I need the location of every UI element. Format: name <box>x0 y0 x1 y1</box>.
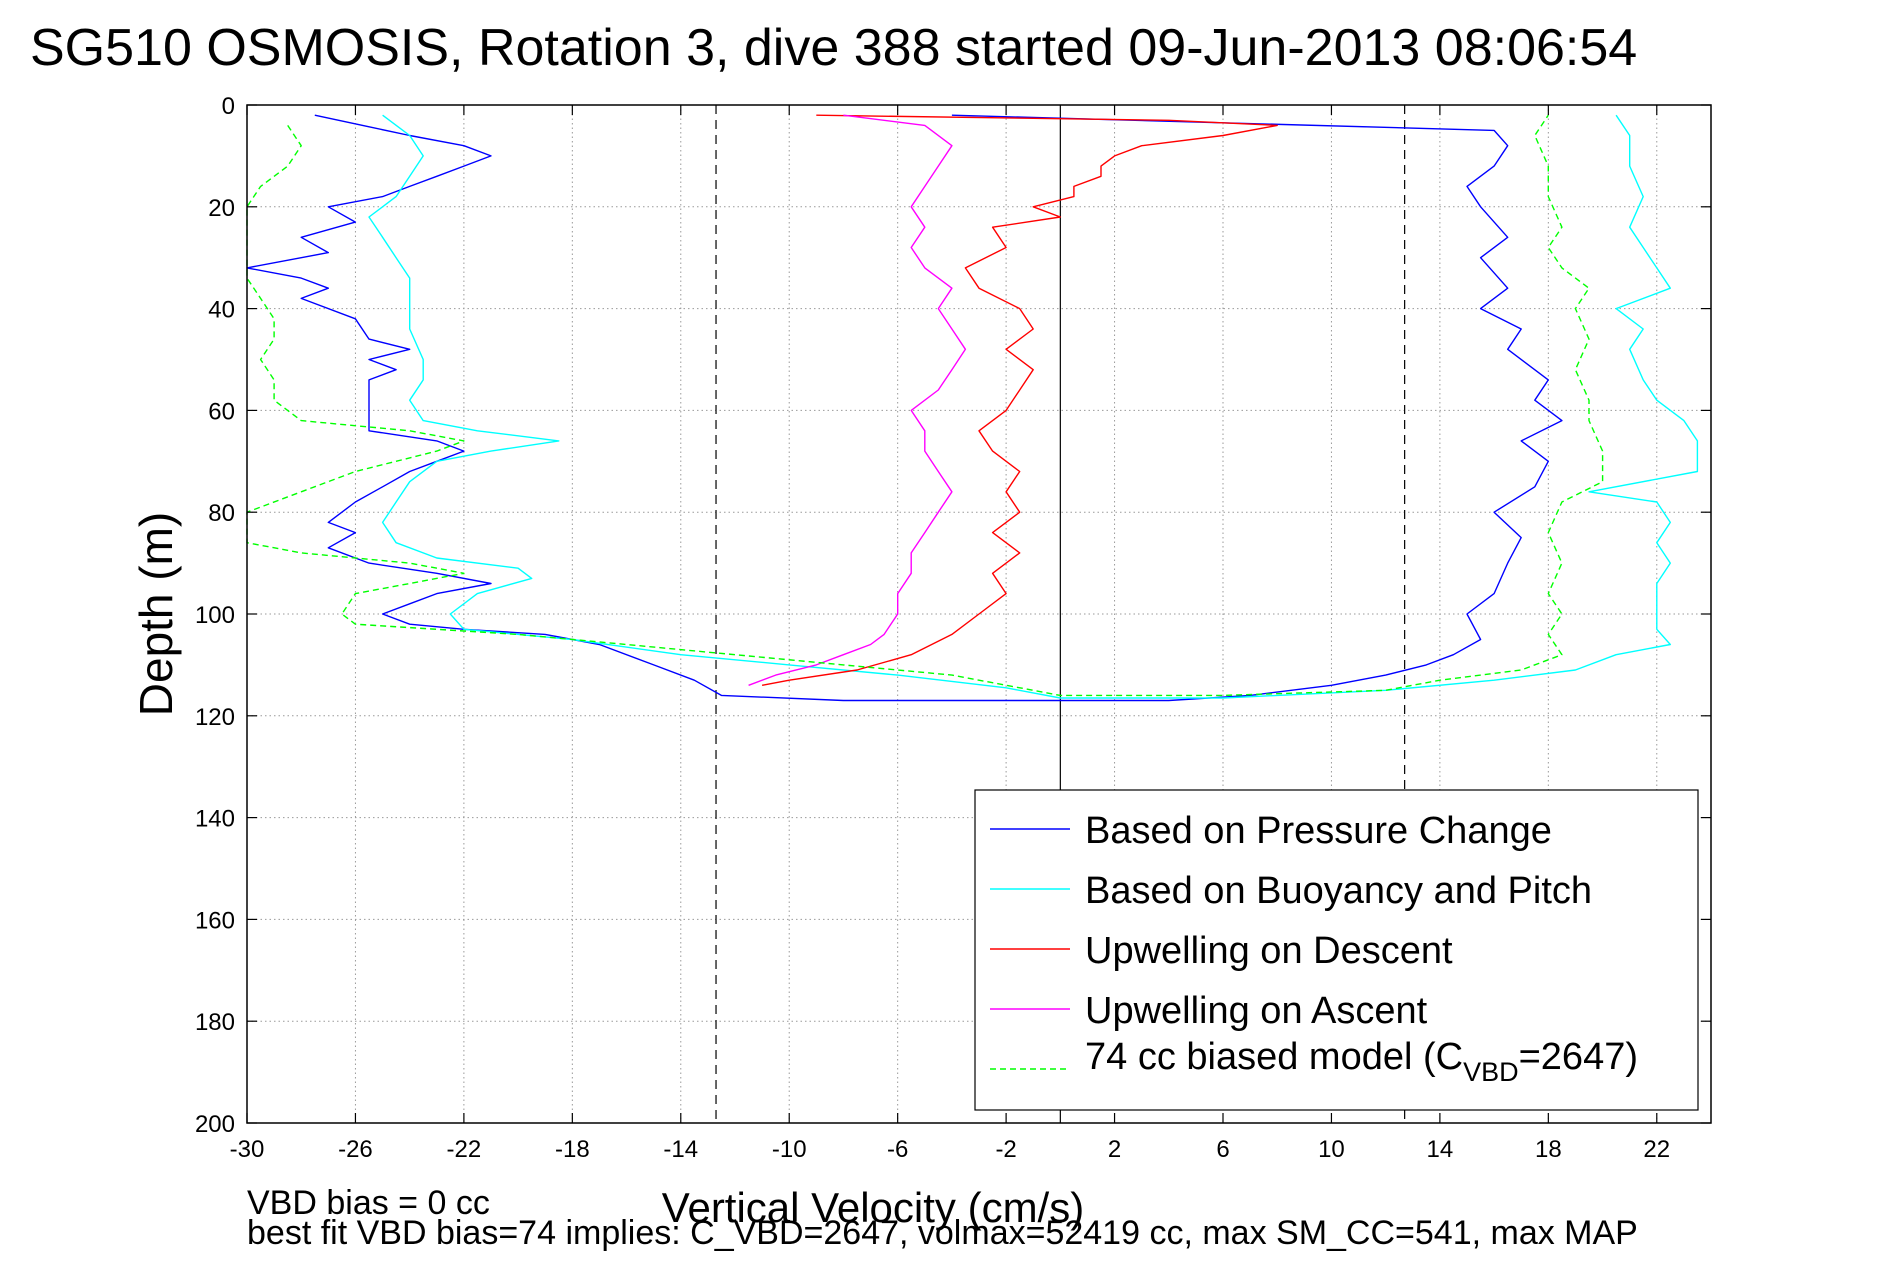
x-axis-label: Vertical Velocity (cm/s) <box>662 1184 1084 1231</box>
x-tick-label: 18 <box>1535 1136 1562 1163</box>
legend: Based on Pressure Change Based on Buoyan… <box>974 789 1699 1111</box>
series-line-upwelling-on-ascent <box>748 114 967 686</box>
x-tick-label: 22 <box>1643 1136 1670 1163</box>
y-tick-label: 140 <box>195 806 235 833</box>
x-tick-label: -30 <box>230 1136 265 1163</box>
x-tick-label: 2 <box>1108 1136 1121 1163</box>
legend-box <box>974 789 1699 1111</box>
x-tick-label: -26 <box>338 1136 373 1163</box>
y-tick-label: 180 <box>195 1009 235 1036</box>
x-tick-label: 14 <box>1427 1136 1454 1163</box>
x-tick-label: -22 <box>447 1136 482 1163</box>
y-tick-label: 60 <box>208 398 235 425</box>
y-tick-label: 200 <box>195 1111 235 1138</box>
chart-title: SG510 OSMOSIS, Rotation 3, dive 388 star… <box>30 19 1637 77</box>
series-lines <box>246 114 1699 702</box>
x-tick-label: 6 <box>1216 1136 1229 1163</box>
legend-label-model-sub: VBD <box>1463 1057 1519 1087</box>
legend-label-descent: Upwelling on Descent <box>1085 930 1453 972</box>
y-tick-label: 80 <box>208 500 235 527</box>
footnote-best-fit: best fit VBD bias=74 implies: C_VBD=2647… <box>247 1214 1638 1252</box>
legend-label-model-prefix: 74 cc biased model (C <box>1085 1036 1463 1078</box>
legend-label-ascent: Upwelling on Ascent <box>1085 990 1428 1032</box>
series-line-based-on-buoyancy-and-pitch <box>368 114 1699 699</box>
series-line-74-cc-biased-model-c-vbd-2647 <box>246 114 1604 697</box>
legend-label-pressure: Based on Pressure Change <box>1085 810 1552 852</box>
y-tick-label: 20 <box>208 195 235 222</box>
y-tick-label: 160 <box>195 907 235 934</box>
y-tick-label: 120 <box>195 704 235 731</box>
x-tick-label: -14 <box>663 1136 698 1163</box>
footnote-vbd-bias: VBD bias = 0 cc <box>247 1184 490 1222</box>
x-tick-label: -6 <box>887 1136 908 1163</box>
y-tick-label: 40 <box>208 297 235 324</box>
series-line-upwelling-on-descent <box>761 114 1278 686</box>
x-tick-label: -10 <box>772 1136 807 1163</box>
legend-label-model: 74 cc biased model (CVBD=2647) <box>1085 1036 1638 1087</box>
series-line-based-on-pressure-change <box>246 114 1563 702</box>
y-axis-label: Depth (m) <box>130 512 182 716</box>
legend-label-model-suffix: =2647) <box>1519 1036 1638 1078</box>
y-tick-label: 0 <box>222 93 235 120</box>
x-tick-label: 10 <box>1318 1136 1345 1163</box>
y-tick-label: 100 <box>195 602 235 629</box>
legend-label-buoyancy: Based on Buoyancy and Pitch <box>1085 870 1592 912</box>
x-tick-label: -2 <box>995 1136 1016 1163</box>
x-tick-label: -18 <box>555 1136 590 1163</box>
axis-ticks: -30 -26 -22 -18 -14 -10 -6 -2 2 6 10 14 18 2202040608… <box>195 93 1711 1163</box>
